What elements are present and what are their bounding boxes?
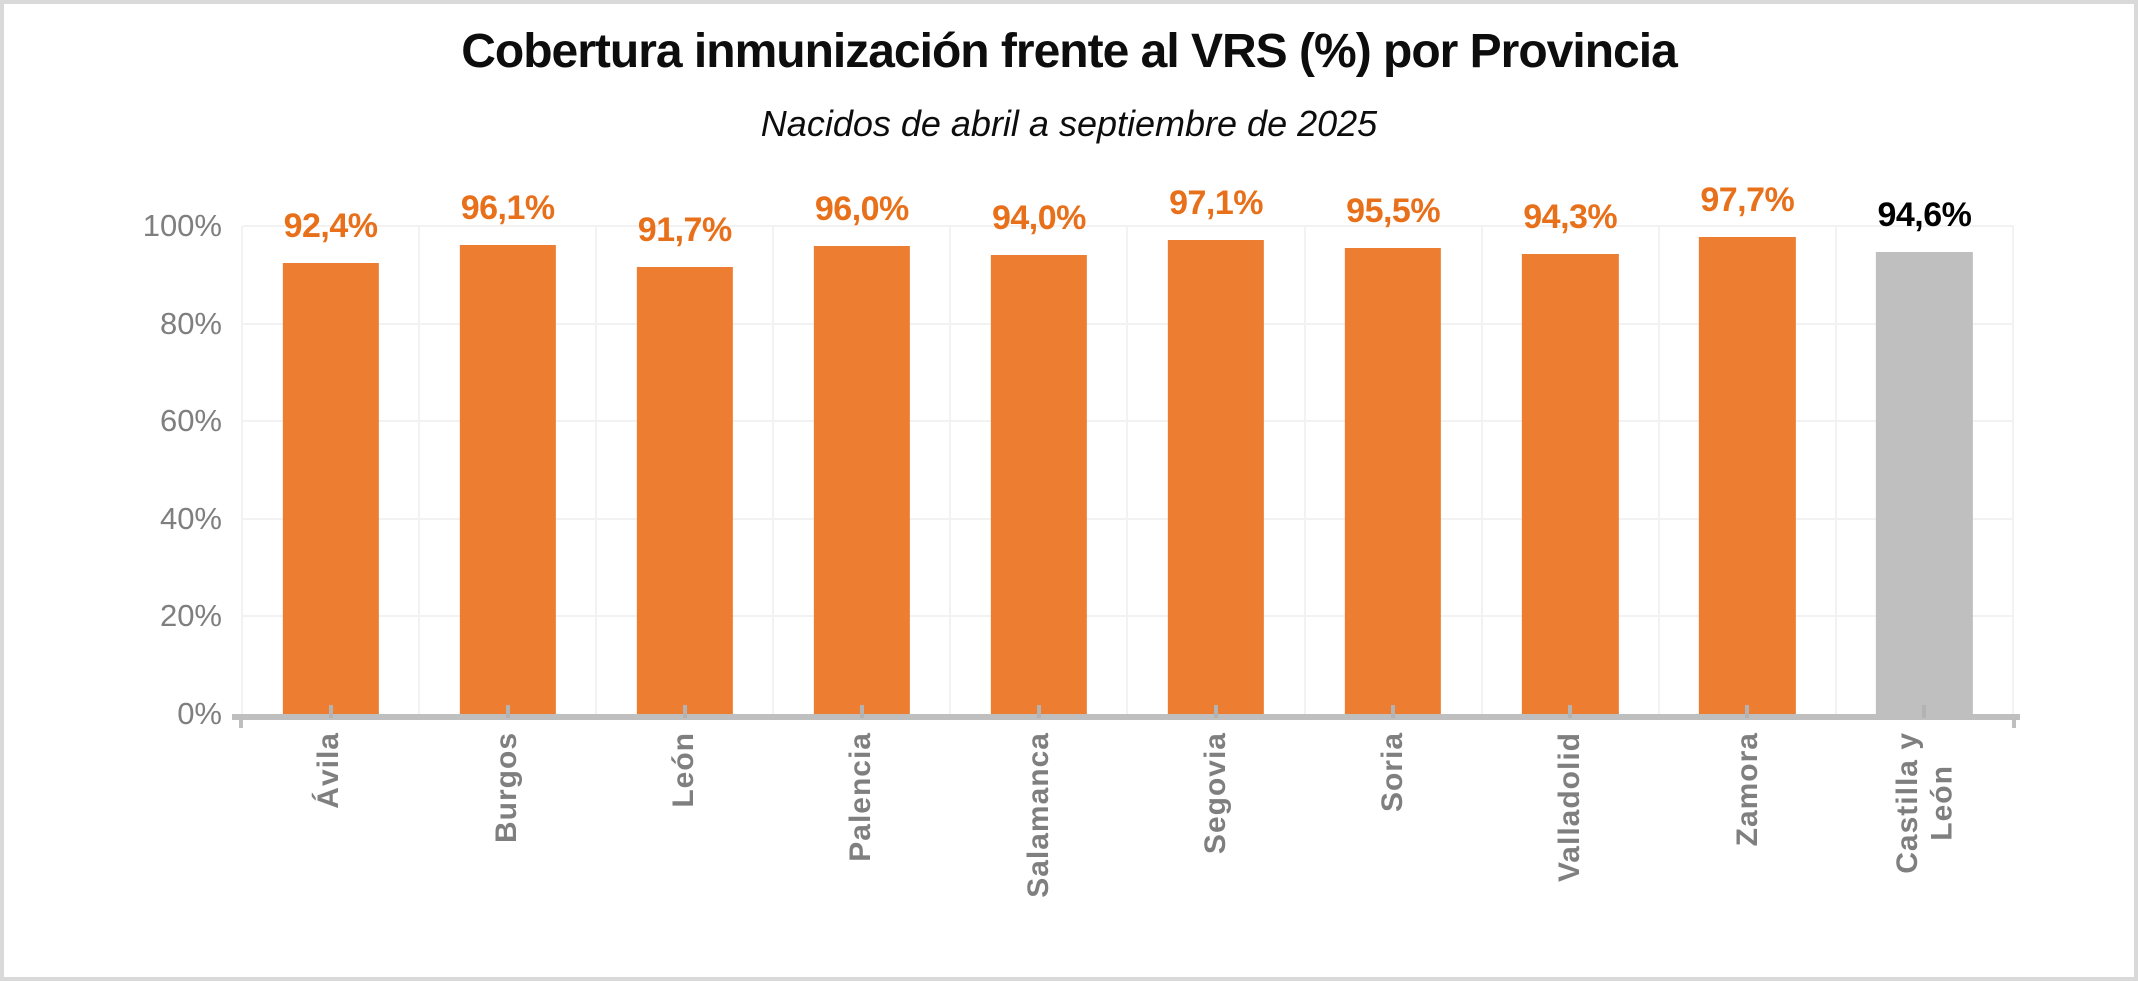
chart-title: Cobertura inmunización frente al VRS (%)… xyxy=(461,25,1678,78)
category-cell: 97,7% xyxy=(1660,183,1837,718)
plot-cells: 92,4% 96,1% 91,7% 96,0% 94,0% 97,1% 95,5% 94,3%… xyxy=(243,183,2014,718)
x-axis-label: Palencia xyxy=(844,732,878,862)
bar-value-label: 95,5% xyxy=(1346,191,1441,230)
axis-end-tick-right xyxy=(2012,714,2016,728)
category-cell: 97,1% xyxy=(1128,186,1306,718)
x-axis-label: Segovia xyxy=(1198,732,1232,855)
gridline xyxy=(243,225,2014,227)
x-axis-label: Burgos xyxy=(489,732,523,843)
bar xyxy=(1167,240,1265,714)
category-tick-mark xyxy=(1568,705,1573,718)
x-axis-labels: Ávila Burgos León Palencia Salamanca Segovia S… xyxy=(241,732,2014,980)
x-label-cell: Segovia xyxy=(1127,732,1304,980)
x-axis-line xyxy=(232,714,2020,720)
gridline xyxy=(243,517,2014,520)
bar-value-label: 91,7% xyxy=(637,210,732,249)
x-label-cell: Zamora xyxy=(1659,732,1836,980)
category-cell: 96,0% xyxy=(774,192,952,718)
bar xyxy=(1876,252,1973,714)
category-tick-mark xyxy=(682,705,687,718)
gridline xyxy=(243,615,2014,618)
y-axis: 0% 20% 40% 60% 80% 100% xyxy=(4,209,222,731)
x-label-cell: Soria xyxy=(1305,732,1482,980)
x-label-cell: Salamanca xyxy=(950,732,1127,980)
x-axis-label: León xyxy=(666,732,700,808)
y-tick-label: 100% xyxy=(142,208,222,243)
category-cell: 94,3% xyxy=(1483,200,1660,718)
plot-area: 92,4% 96,1% 91,7% 96,0% 94,0% 97,1% 95,5% 94,3%… xyxy=(241,183,2014,718)
bar-value-label: 96,1% xyxy=(460,189,555,228)
bar xyxy=(990,255,1088,714)
bar-value-label: 94,0% xyxy=(991,199,1086,238)
bar xyxy=(282,263,379,714)
chart-subtitle: Nacidos de abril a septiembre de 2025 xyxy=(760,103,1378,144)
category-tick-mark xyxy=(1745,705,1750,718)
y-tick-label: 0% xyxy=(177,696,222,731)
category-tick-mark xyxy=(505,705,510,718)
x-label-cell: Ávila xyxy=(241,732,418,980)
x-axis-label: Ávila xyxy=(312,732,346,809)
x-label-cell: Palencia xyxy=(773,732,950,980)
x-label-cell: Castilla y León xyxy=(1837,732,2014,980)
gridline xyxy=(243,322,2014,325)
x-axis-label: Zamora xyxy=(1730,732,1764,847)
category-tick-mark xyxy=(1036,705,1041,718)
bar-value-label: 94,3% xyxy=(1523,197,1618,236)
bar-value-label: 92,4% xyxy=(283,207,378,246)
category-cell: 96,1% xyxy=(420,191,598,718)
category-cell: 92,4% xyxy=(243,209,421,718)
x-label-cell: León xyxy=(596,732,773,980)
category-cell: 94,6% xyxy=(1837,198,2014,718)
x-label-cell: Valladolid xyxy=(1482,732,1659,980)
x-axis-label: Castilla y León xyxy=(1890,732,1959,874)
y-tick-label: 40% xyxy=(159,500,222,536)
category-tick-mark xyxy=(328,705,333,718)
y-tick-label: 80% xyxy=(159,305,222,341)
gridline xyxy=(243,420,2014,423)
bar xyxy=(636,266,733,714)
x-axis-label: Soria xyxy=(1376,732,1410,813)
x-axis-label: Valladolid xyxy=(1553,732,1587,883)
category-tick-mark xyxy=(1922,705,1927,718)
bar-value-label: 97,7% xyxy=(1700,181,1795,220)
category-cell: 91,7% xyxy=(597,213,775,718)
category-cell: 95,5% xyxy=(1306,194,1483,718)
x-label-cell: Burgos xyxy=(418,732,595,980)
bar xyxy=(813,245,910,714)
category-tick-mark xyxy=(1214,705,1219,718)
axis-end-tick-left xyxy=(239,714,243,728)
category-cell: 94,0% xyxy=(951,201,1129,718)
category-tick-mark xyxy=(859,705,864,718)
bar-value-label: 96,0% xyxy=(814,189,909,228)
bar xyxy=(1522,253,1619,714)
y-tick-label: 20% xyxy=(159,598,222,634)
category-tick-mark xyxy=(1391,705,1396,718)
bar xyxy=(459,245,556,714)
bar-value-label: 97,1% xyxy=(1169,184,1263,223)
bar-value-label: 94,6% xyxy=(1877,196,1972,235)
bar xyxy=(1699,237,1796,714)
x-axis-label: Salamanca xyxy=(1021,732,1055,898)
y-tick-label: 60% xyxy=(159,403,222,439)
bar xyxy=(1344,247,1442,714)
